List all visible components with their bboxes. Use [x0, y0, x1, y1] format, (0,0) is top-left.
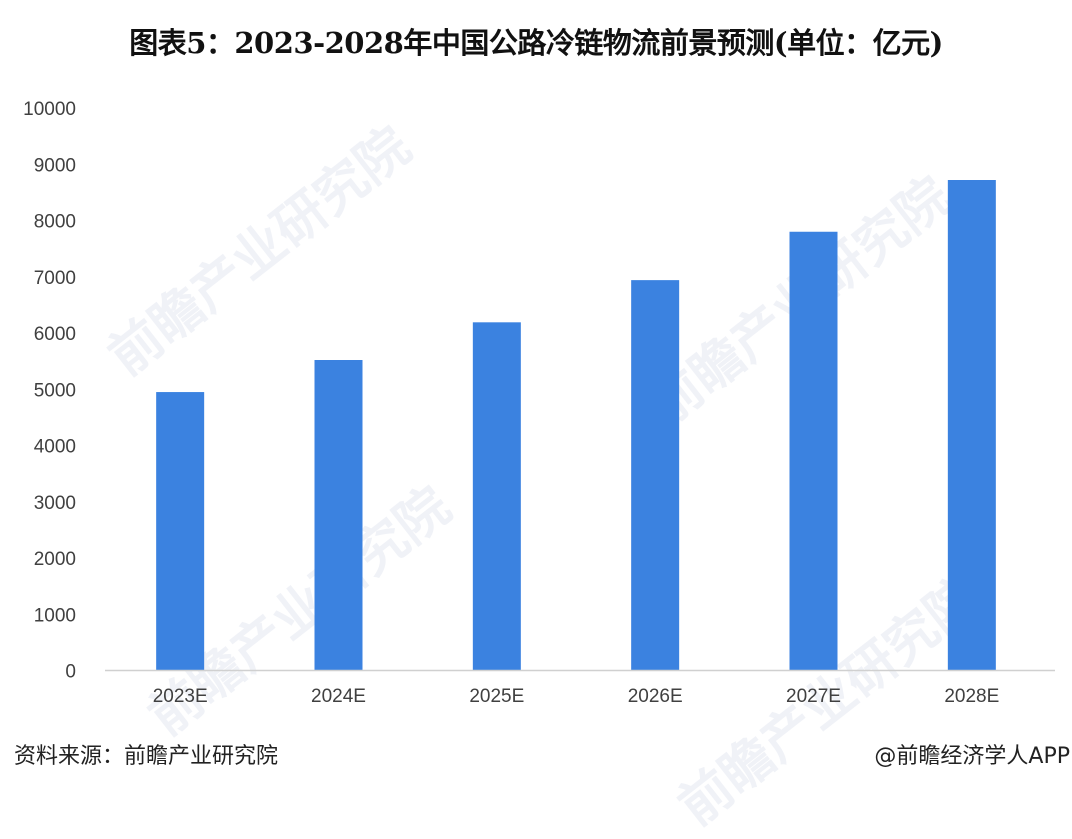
- y-tick-label: 4000: [34, 437, 76, 458]
- x-tick-label: 2025E: [469, 686, 524, 707]
- x-tick-label: 2028E: [944, 686, 999, 707]
- y-tick-label: 0: [65, 662, 76, 683]
- bar-2028E: [947, 180, 996, 671]
- y-tick-label: 1000: [34, 605, 76, 626]
- y-tick-label: 8000: [34, 212, 76, 233]
- y-tick-label: 10000: [23, 99, 76, 120]
- bar-2025E: [472, 322, 521, 671]
- x-tick-label: 2027E: [786, 686, 841, 707]
- y-tick-label: 2000: [34, 549, 76, 570]
- x-axis: 2023E 2024E 2025E 2026E 2027E 2028E: [153, 686, 1000, 707]
- x-tick-label: 2026E: [628, 686, 683, 707]
- bar-chart: 0 1000 2000 3000 4000 5000 6000 7000 8000 9000 100…: [23, 99, 1055, 707]
- y-tick-label: 7000: [34, 268, 76, 289]
- x-tick-label: 2024E: [311, 686, 366, 707]
- y-tick-label: 6000: [34, 324, 76, 345]
- bar-2023E: [156, 392, 205, 671]
- bar-2026E: [631, 280, 680, 671]
- bar-2024E: [314, 360, 363, 671]
- y-tick-label: 3000: [34, 493, 76, 514]
- x-tick-label: 2023E: [153, 686, 208, 707]
- y-axis: 0 1000 2000 3000 4000 5000 6000 7000 8000 9000 100…: [23, 99, 76, 683]
- y-tick-label: 9000: [34, 155, 76, 176]
- source-note: 资料来源：前瞻产业研究院: [14, 744, 279, 769]
- chart-title: 图表5：2023-2028年中国公路冷链物流前景预测(单位：亿元): [129, 26, 943, 60]
- credit: @前瞻经济学人APP: [874, 744, 1070, 769]
- bar-2027E: [789, 231, 838, 671]
- bars: [156, 180, 996, 671]
- y-tick-label: 5000: [34, 380, 76, 401]
